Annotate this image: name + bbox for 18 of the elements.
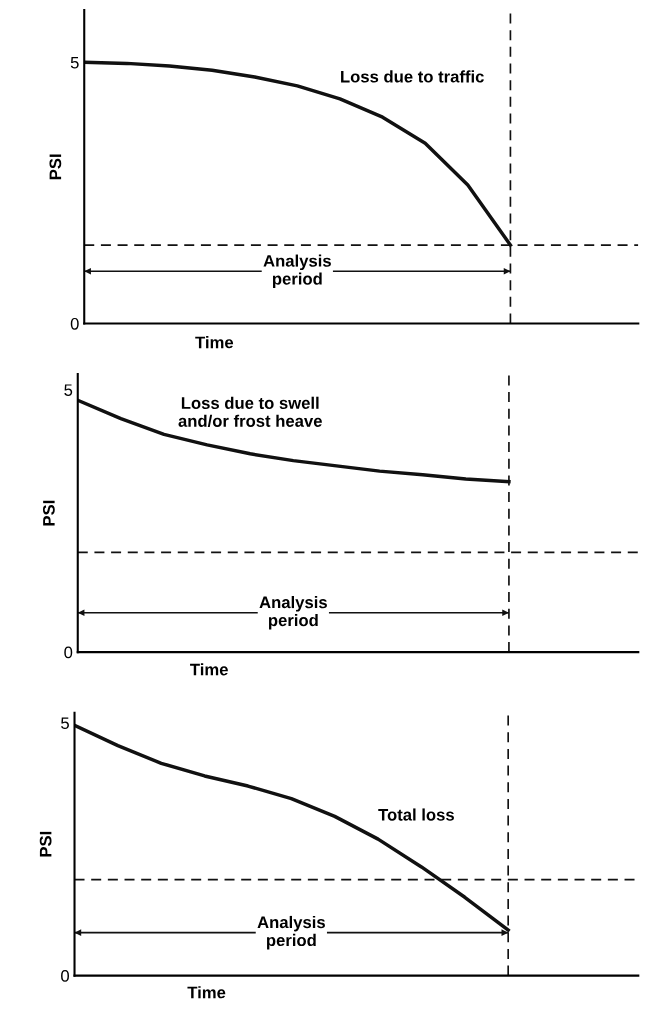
y-tick-label: 5 bbox=[70, 56, 79, 69]
y-tick-label: 0 bbox=[64, 646, 73, 659]
series-label: Total loss bbox=[378, 808, 454, 821]
x-axis-title: Time bbox=[187, 986, 226, 999]
x-axis-title: Time bbox=[190, 663, 228, 676]
y-tick-label: 5 bbox=[64, 384, 73, 397]
y-tick-label: 5 bbox=[61, 717, 69, 730]
ref-line-label: Analysis period bbox=[259, 596, 327, 630]
y-tick-label: 0 bbox=[61, 970, 70, 982]
y-axis-title: PSI bbox=[42, 500, 55, 526]
x-axis-title: Time bbox=[195, 336, 234, 349]
series-label: Loss due to traffic bbox=[341, 70, 484, 83]
y-axis-title: PSI bbox=[49, 154, 62, 180]
ref-line-label: Analysis period bbox=[257, 915, 325, 950]
series-label: Loss due to swell and/or frost heave bbox=[178, 396, 322, 428]
y-tick-label: 0 bbox=[70, 317, 79, 330]
ref-line-label: Analysis period bbox=[263, 254, 331, 289]
y-axis-title: PSI bbox=[39, 831, 52, 857]
